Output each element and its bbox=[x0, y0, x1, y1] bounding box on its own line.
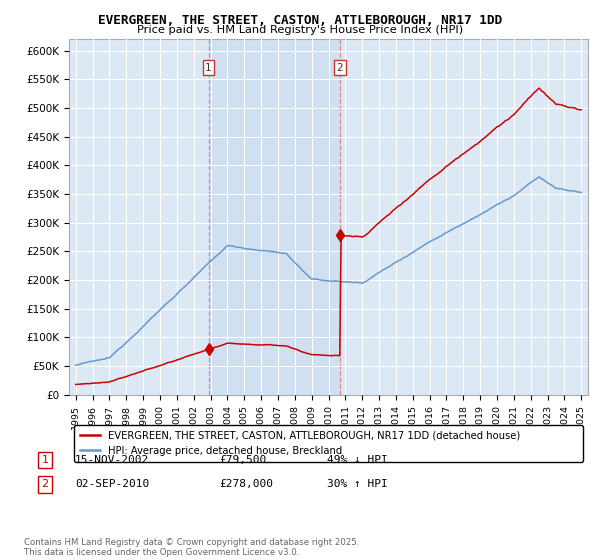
Text: 49% ↓ HPI: 49% ↓ HPI bbox=[327, 455, 388, 465]
Bar bbox=[209, 39, 340, 395]
Legend: EVERGREEN, THE STREET, CASTON, ATTLEBOROUGH, NR17 1DD (detached house), HPI: Ave: EVERGREEN, THE STREET, CASTON, ATTLEBORO… bbox=[74, 424, 583, 461]
Text: 2: 2 bbox=[337, 63, 343, 73]
Text: 15-NOV-2002: 15-NOV-2002 bbox=[75, 455, 149, 465]
Text: EVERGREEN, THE STREET, CASTON, ATTLEBOROUGH, NR17 1DD: EVERGREEN, THE STREET, CASTON, ATTLEBORO… bbox=[98, 14, 502, 27]
Text: 2: 2 bbox=[41, 479, 49, 489]
Text: 1: 1 bbox=[205, 63, 212, 73]
Text: £278,000: £278,000 bbox=[219, 479, 273, 489]
Text: £79,500: £79,500 bbox=[219, 455, 266, 465]
Text: Contains HM Land Registry data © Crown copyright and database right 2025.
This d: Contains HM Land Registry data © Crown c… bbox=[24, 538, 359, 557]
Text: 02-SEP-2010: 02-SEP-2010 bbox=[75, 479, 149, 489]
Text: Price paid vs. HM Land Registry's House Price Index (HPI): Price paid vs. HM Land Registry's House … bbox=[137, 25, 463, 35]
Text: 30% ↑ HPI: 30% ↑ HPI bbox=[327, 479, 388, 489]
Text: 1: 1 bbox=[41, 455, 49, 465]
